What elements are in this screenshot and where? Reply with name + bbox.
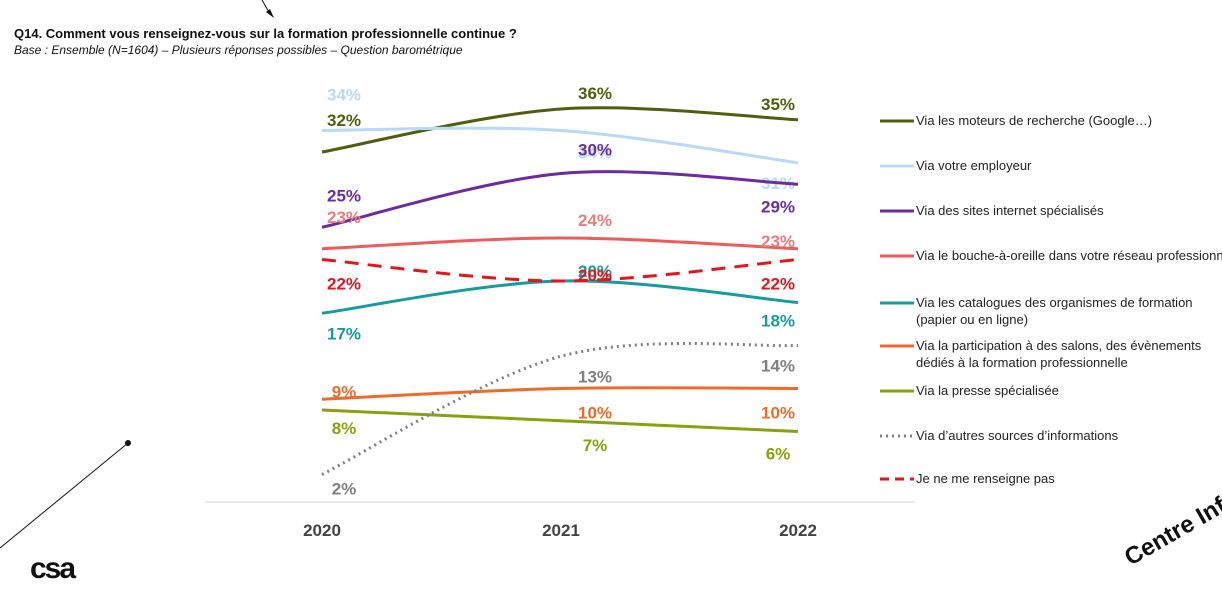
csa-logo: csa — [30, 552, 76, 585]
decorative-arrowhead — [266, 9, 274, 18]
data-label: 7% — [583, 436, 608, 455]
legend-label: Via les catalogues des organismes de for… — [916, 295, 1193, 327]
legend-label: Via la presse spécialisée — [916, 383, 1059, 398]
data-label: 9% — [332, 382, 357, 401]
legend-item: Via la participation à des salons, des é… — [878, 337, 1222, 371]
legend-swatch — [878, 202, 916, 219]
data-label: 32% — [327, 111, 361, 130]
data-label: 20% — [578, 262, 612, 281]
legend-swatch — [878, 112, 916, 129]
legend-item: Via la presse spécialisée — [878, 382, 1222, 399]
legend-label: Via le bouche-à-oreille dans votre résea… — [916, 248, 1222, 263]
series-line — [321, 408, 799, 433]
legend-swatch — [878, 337, 916, 354]
data-label: 8% — [332, 419, 357, 438]
legend-item: Via le bouche-à-oreille dans votre résea… — [878, 247, 1222, 264]
series-line — [321, 386, 799, 401]
data-label: 2% — [332, 480, 357, 499]
series-line — [321, 258, 799, 283]
data-label: 17% — [327, 324, 361, 343]
data-label: 29% — [761, 197, 795, 216]
data-label: 22% — [327, 275, 361, 294]
legend-label: Via la participation à des salons, des é… — [916, 338, 1202, 370]
legend-label: Via des sites internet spécialisés — [916, 203, 1104, 218]
legend-item: Via votre employeur — [878, 157, 1222, 174]
x-tick-label: 2021 — [542, 521, 580, 540]
series-line — [321, 170, 799, 229]
legend-item: Via d’autres sources d’informations — [878, 427, 1222, 444]
legend-label: Via votre employeur — [916, 158, 1032, 173]
data-label: 10% — [578, 404, 612, 423]
data-label: 25% — [327, 186, 361, 205]
data-label: 10% — [761, 404, 795, 423]
series-line — [321, 126, 799, 165]
data-label: 6% — [766, 445, 791, 464]
decorative-dot — [125, 440, 131, 446]
data-label: 23% — [761, 232, 795, 251]
legend-swatch — [878, 157, 916, 174]
legend-item: Je ne me renseigne pas — [878, 470, 1222, 487]
data-label: 18% — [761, 312, 795, 331]
series-line — [321, 236, 799, 251]
legend-swatch — [878, 247, 916, 264]
chart-subtitle: Base : Ensemble (N=1604) – Plusieurs rép… — [14, 43, 463, 57]
x-tick-label: 2022 — [779, 521, 817, 540]
data-label: 14% — [761, 357, 795, 376]
chart-title: Q14. Comment vous renseignez-vous sur la… — [14, 26, 517, 41]
legend-swatch — [878, 427, 916, 444]
legend-item: Via les catalogues des organismes de for… — [878, 294, 1222, 328]
data-label: 23% — [327, 208, 361, 227]
series-line — [321, 279, 799, 315]
data-label: 35% — [761, 95, 795, 114]
data-label: 36% — [578, 84, 612, 103]
legend-item: Via les moteurs de recherche (Google…) — [878, 112, 1222, 129]
data-label: 34% — [327, 86, 361, 105]
series-line — [321, 106, 799, 154]
legend-swatch — [878, 470, 916, 487]
legend-label: Via les moteurs de recherche (Google…) — [916, 113, 1153, 128]
data-label: 13% — [578, 367, 612, 386]
x-tick-label: 2020 — [303, 521, 341, 540]
decorative-stroke — [0, 442, 129, 549]
legend-item: Via des sites internet spécialisés — [878, 202, 1222, 219]
data-label: 22% — [761, 275, 795, 294]
series-line — [321, 341, 799, 476]
data-label: 34% — [578, 144, 612, 163]
data-label: 20% — [578, 266, 612, 285]
data-label: 30% — [578, 141, 612, 160]
legend-label: Je ne me renseigne pas — [916, 471, 1055, 486]
legend-swatch — [878, 294, 916, 311]
legend-swatch — [878, 382, 916, 399]
legend-label: Via d’autres sources d’informations — [916, 428, 1119, 443]
data-label: 24% — [578, 211, 612, 230]
